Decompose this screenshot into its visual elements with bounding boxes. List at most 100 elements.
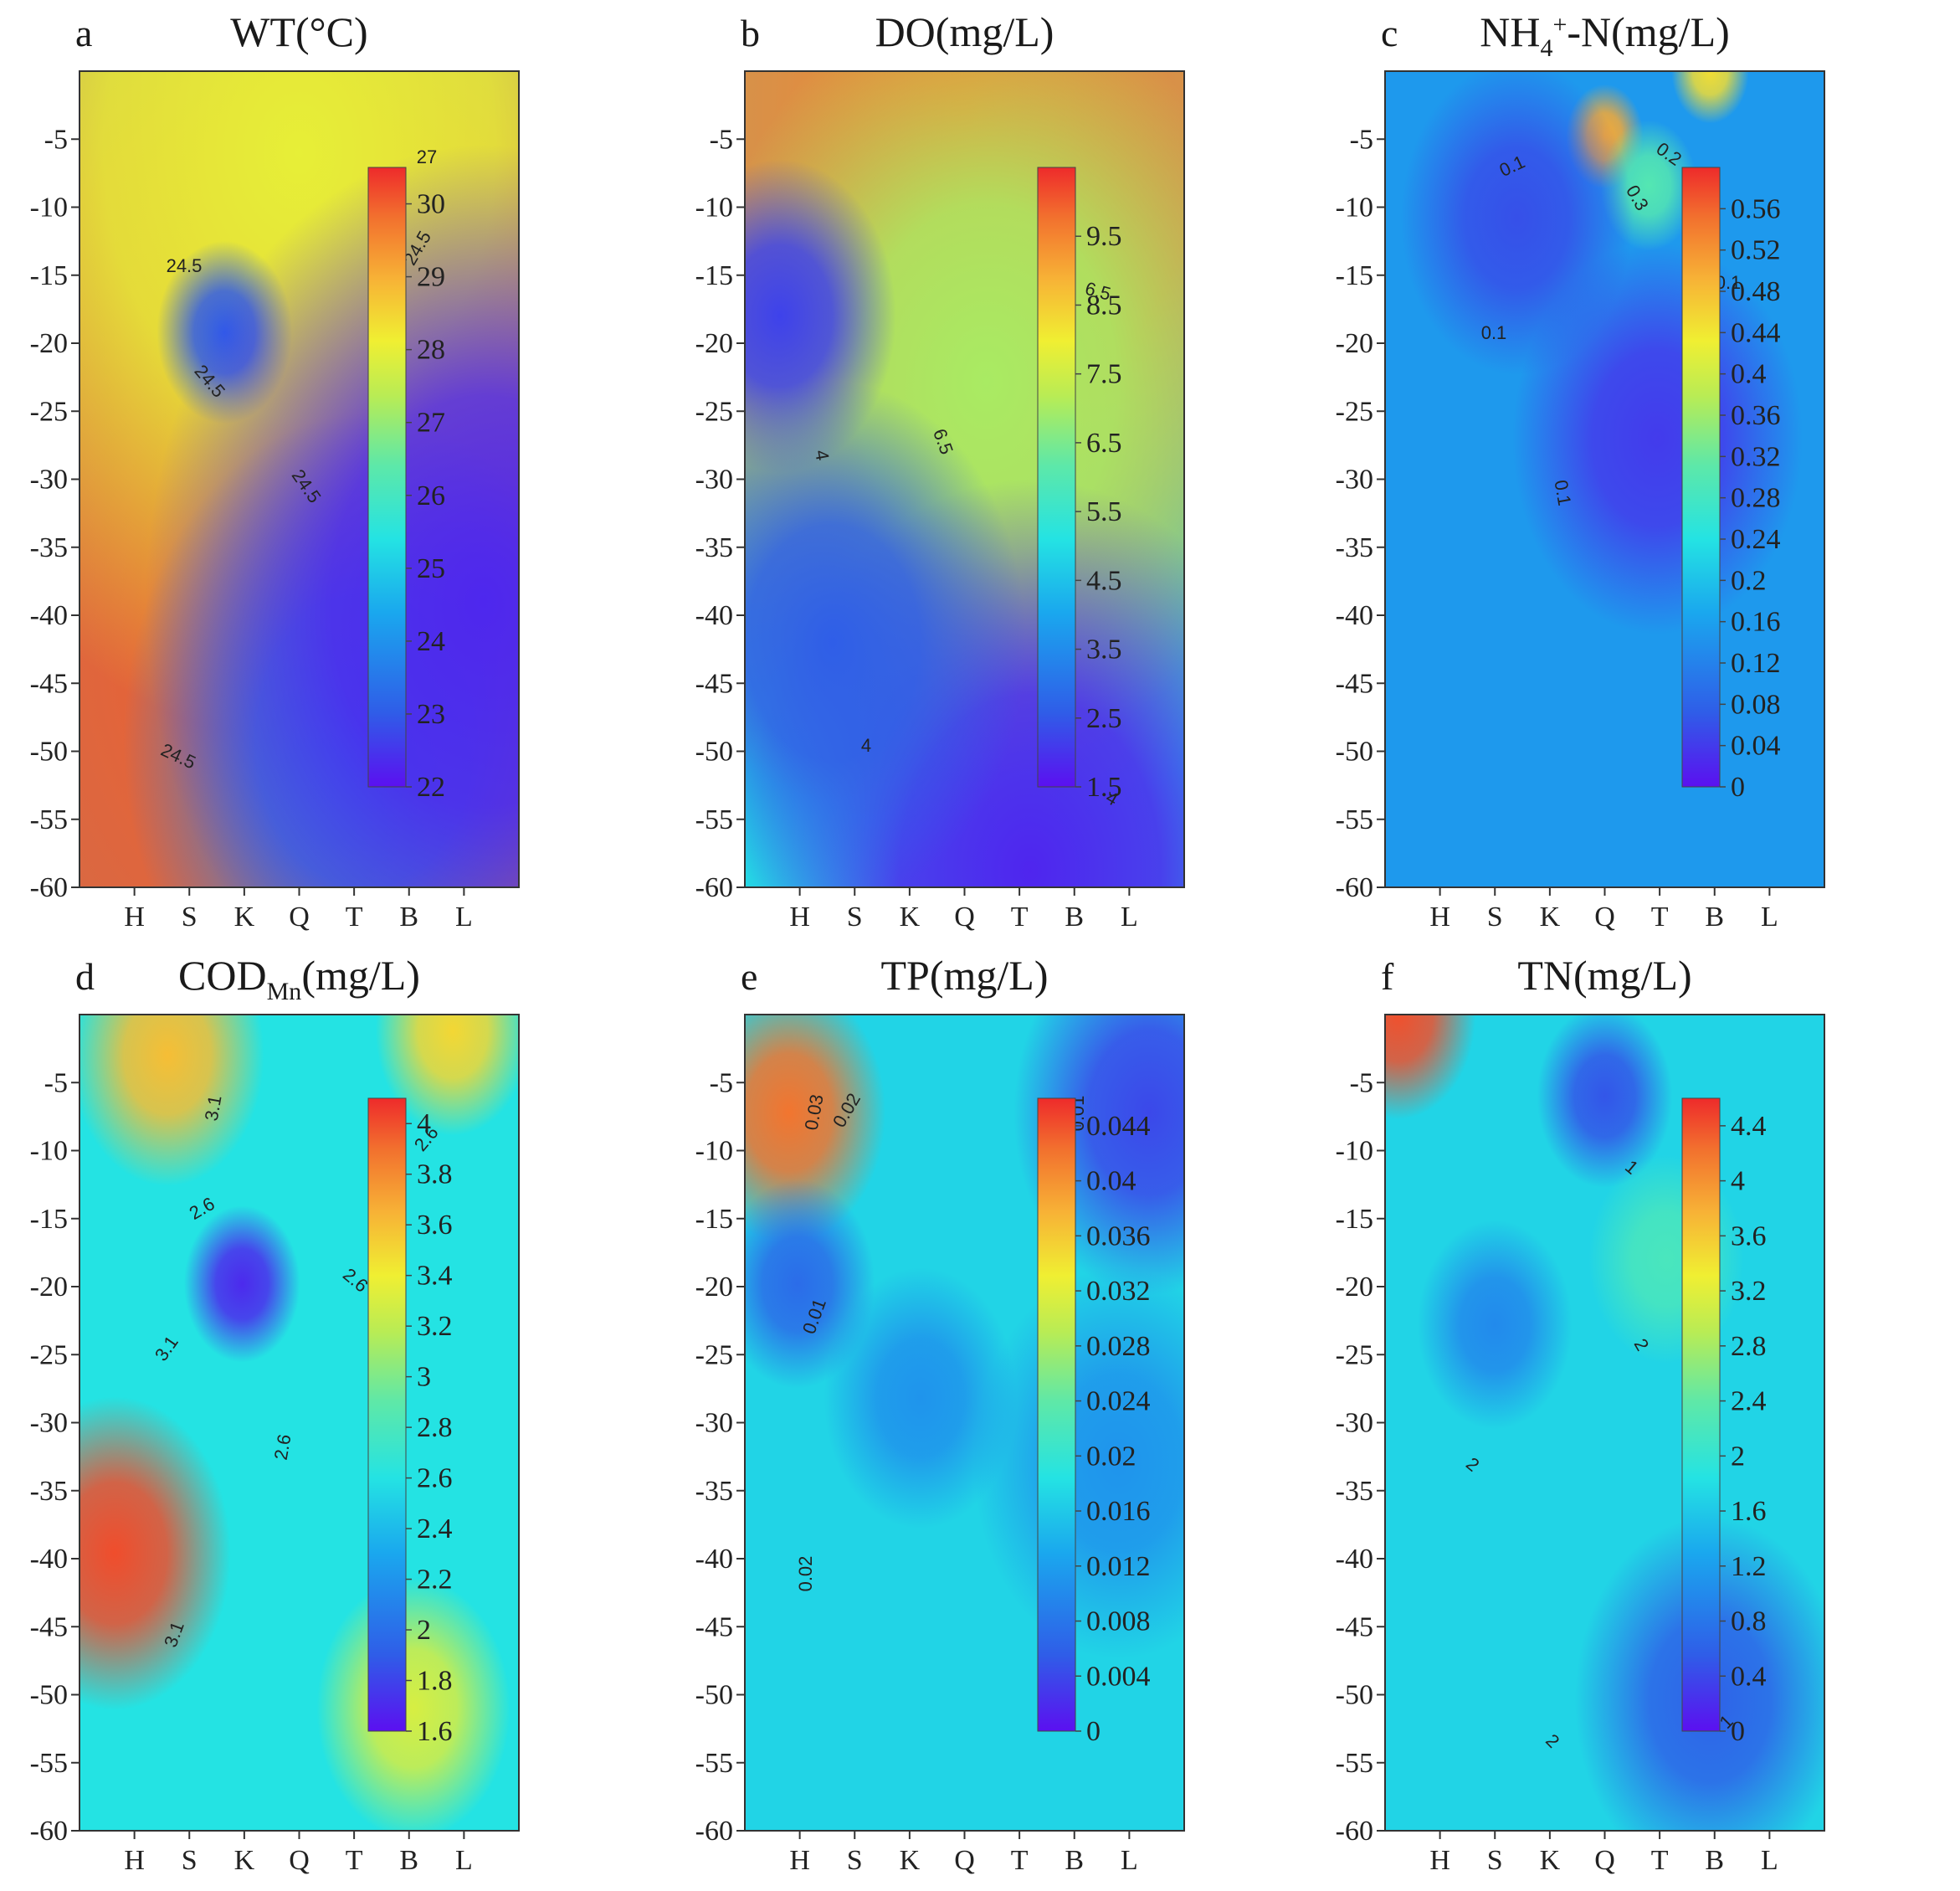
colorbar-tick-label: 0.32 (1731, 441, 1781, 472)
y-tick-label: -20 (1336, 1272, 1373, 1303)
y-tick-label: -10 (695, 1136, 733, 1167)
colorbar-tick-label: 4 (417, 1108, 431, 1139)
panel-letter: c (1381, 12, 1398, 54)
y-tick-label: -30 (1336, 1408, 1373, 1439)
colorbar-tick-label: 0.4 (1731, 359, 1767, 390)
colorbar-tick-label: 1.6 (1731, 1496, 1767, 1527)
contour-label: 27 (417, 146, 437, 167)
colorbar-frame (1037, 167, 1076, 788)
x-tick-label: K (900, 902, 921, 933)
x-tick-label: H (1429, 902, 1450, 933)
y-tick-label: -15 (1336, 260, 1373, 291)
colorbar-tick-label: 0.004 (1086, 1661, 1151, 1692)
y-tick-label: -10 (1336, 1136, 1373, 1167)
panel-c: -5 -10 -15 -20 -25 -30 -35 -40 -45 -50 -55 -60 H S K Q T… (1336, 8, 1825, 933)
panel-letter: d (75, 955, 95, 998)
colorbar (1682, 167, 1720, 787)
y-tick-label: -50 (695, 737, 733, 768)
x-tick-label: T (1651, 902, 1669, 933)
colorbar-frame (1681, 1097, 1721, 1732)
x-tick-label: H (789, 1845, 810, 1876)
colorbar-tick-label: 2.2 (417, 1565, 453, 1596)
colorbar-tick-label: 0.02 (1086, 1441, 1136, 1472)
x-tick-label: K (1540, 902, 1561, 933)
x-tick-label: S (847, 1845, 863, 1876)
x-tick-label: S (847, 902, 863, 933)
x-tick-label: T (1011, 1845, 1029, 1876)
panel-title: DO(mg/L) (875, 8, 1054, 55)
x-tick-label: K (900, 1845, 921, 1876)
y-tick-label: -15 (1336, 1204, 1373, 1235)
colorbar (1682, 1098, 1720, 1731)
heatmap-region (1588, 1154, 1744, 1364)
y-tick-label: -25 (695, 1339, 733, 1370)
panel-a: -5 -10 -15 -20 -25 -30 -35 -40 -45 -50 -55 -60 H S K Q T… (30, 8, 520, 933)
y-tick-label: -20 (1336, 328, 1373, 359)
y-tick-label: -10 (30, 1136, 68, 1167)
y-tick-label: -20 (695, 328, 733, 359)
y-tick-label: -5 (710, 124, 733, 155)
x-tick-label: Q (954, 902, 975, 933)
colorbar-tick-label: 3.6 (1731, 1220, 1767, 1251)
colorbar-tick-label: 4.4 (1731, 1111, 1767, 1142)
x-tick-label: K (1540, 1845, 1561, 1876)
y-tick-label: -35 (695, 532, 733, 563)
x-tick-label: T (346, 1845, 363, 1876)
colorbar-tick-label: 0.8 (1731, 1606, 1767, 1637)
colorbar-tick-label: 1.6 (417, 1716, 453, 1747)
y-tick-label: -50 (30, 1680, 68, 1711)
colorbar-tick-label: 0.04 (1086, 1166, 1136, 1197)
y-tick-label: -60 (1336, 872, 1373, 903)
y-tick-label: -50 (30, 737, 68, 768)
colorbar-tick-label: 0.04 (1731, 731, 1781, 762)
contour-label: 0.1 (1481, 322, 1507, 343)
colorbar-tick-label: 0 (1731, 1716, 1745, 1747)
contour-label: 0.02 (795, 1556, 816, 1592)
contour-label: 2.6 (270, 1432, 295, 1461)
colorbar-tick-label: 3.4 (417, 1261, 453, 1292)
colorbar (1038, 167, 1075, 787)
x-tick-label: K (234, 1845, 255, 1876)
x-tick-label: H (124, 902, 145, 933)
colorbar-tick-label: 0.08 (1731, 689, 1781, 720)
x-tick-label: Q (289, 902, 310, 933)
y-tick-label: -40 (695, 600, 733, 631)
colorbar-frame (367, 167, 407, 788)
colorbar-tick-label: 1.5 (1086, 772, 1122, 803)
colorbar-tick-label: 28 (417, 335, 445, 366)
colorbar-tick-label: 30 (417, 189, 445, 220)
colorbar-tick-label: 3.2 (1731, 1276, 1767, 1307)
y-tick-label: -10 (30, 193, 68, 224)
panel-title: WT(°C) (230, 8, 367, 55)
y-tick-label: -25 (695, 396, 733, 427)
y-tick-label: -25 (1336, 1339, 1373, 1370)
panel-letter: b (741, 12, 760, 54)
colorbar-tick-label: 1.2 (1731, 1551, 1767, 1582)
y-tick-label: -45 (1336, 1611, 1373, 1642)
x-tick-label: S (1487, 902, 1503, 933)
colorbar-tick-label: 29 (417, 262, 445, 293)
colorbar-tick-label: 0.16 (1731, 607, 1781, 638)
x-tick-label: S (182, 902, 198, 933)
y-tick-label: -20 (30, 328, 68, 359)
y-tick-label: -50 (1336, 737, 1373, 768)
colorbar-tick-label: 0.4 (1731, 1661, 1767, 1692)
y-tick-label: -10 (695, 193, 733, 224)
x-tick-label: T (1011, 902, 1029, 933)
y-tick-label: -40 (30, 600, 68, 631)
colorbar-tick-label: 22 (417, 772, 445, 803)
colorbar-tick-label: 0.008 (1086, 1606, 1151, 1637)
y-tick-label: -35 (1336, 532, 1373, 563)
colorbar-tick-label: 4 (1731, 1166, 1745, 1197)
y-tick-label: -20 (30, 1272, 68, 1303)
heatmap-region (316, 1577, 511, 1831)
y-tick-label: -15 (30, 1204, 68, 1235)
y-tick-label: -30 (695, 465, 733, 496)
colorbar-tick-label: 0.24 (1731, 524, 1781, 555)
panel-title: TN(mg/L) (1517, 952, 1691, 999)
x-tick-label: Q (1594, 1845, 1615, 1876)
y-tick-label: -30 (30, 465, 68, 496)
x-tick-label: H (1429, 1845, 1450, 1876)
colorbar-tick-label: 3.5 (1086, 635, 1122, 665)
colorbar-tick-label: 0.016 (1086, 1496, 1151, 1527)
